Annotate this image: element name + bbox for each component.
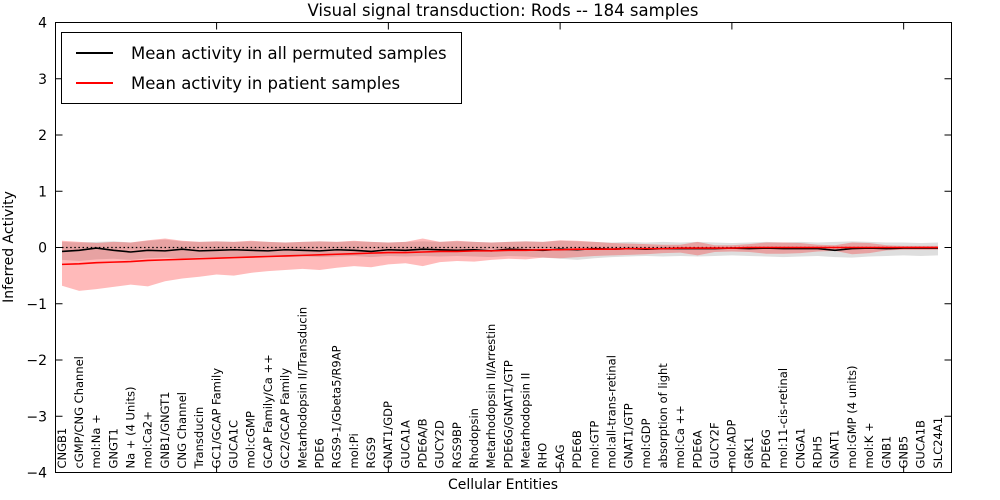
x-tick-label: Transducin bbox=[192, 407, 206, 470]
x-tick-label: mol:all-trans-retinal bbox=[604, 355, 618, 468]
x-tick-label: GNB5 bbox=[896, 436, 910, 469]
x-tick-label: mol:11-cis-retinal bbox=[776, 368, 790, 469]
x-tick-label: PDE6B bbox=[570, 430, 584, 468]
x-tick-label: CNGB1 bbox=[55, 428, 69, 469]
y-tick-label: 0 bbox=[38, 241, 47, 257]
x-tick-label: cGMP/CNG Channel bbox=[72, 356, 86, 468]
legend-entry-patient: Mean activity in patient samples bbox=[76, 69, 447, 97]
x-tick-label: PDE6G bbox=[759, 429, 773, 468]
x-tick-label: RHO bbox=[536, 443, 550, 469]
x-tick-label: mol:GTP bbox=[587, 421, 601, 469]
x-axis-label: Cellular Entities bbox=[447, 477, 559, 493]
x-tick-label: SLC24A1 bbox=[931, 417, 945, 469]
chart-title: Visual signal transduction: Rods -- 184 … bbox=[307, 1, 699, 20]
x-tick-label: mol:GDP bbox=[639, 418, 653, 468]
x-tick-label: PDE6 bbox=[312, 438, 326, 468]
x-tick-label: RGS9 bbox=[364, 437, 378, 469]
legend-label-permuted: Mean activity in all permuted samples bbox=[131, 43, 447, 63]
x-tick-label: PDE6A/B bbox=[416, 418, 430, 468]
x-tick-label: Rhodopsin bbox=[467, 408, 481, 468]
x-tick-label: CNGA1 bbox=[793, 428, 807, 469]
x-tick-label: mol:Pi bbox=[347, 433, 361, 468]
y-axis-label: Inferred Activity bbox=[1, 191, 17, 303]
x-tick-label: mol:GMP (4 units) bbox=[845, 366, 859, 469]
x-tick-label: CNG Channel bbox=[175, 392, 189, 468]
x-tick-label: GUCA1C bbox=[227, 420, 241, 469]
legend-entry-permuted: Mean activity in all permuted samples bbox=[76, 39, 447, 67]
y-tick-label: −3 bbox=[26, 409, 47, 425]
x-tick-label: GUCY2D bbox=[433, 420, 447, 468]
y-tick-label: −2 bbox=[26, 353, 47, 369]
x-tick-label: mol:Ca ++ bbox=[673, 405, 687, 468]
x-tick-label: Metarhodopsin II/Arrestin bbox=[484, 324, 498, 469]
x-tick-label: RGS9-1/Gbeta5/R9AP bbox=[330, 345, 344, 468]
x-tick-label: Metarhodopsin II/Transducin bbox=[295, 307, 309, 469]
y-tick-label: −4 bbox=[26, 466, 47, 482]
x-tick-label: mol:Na + bbox=[89, 414, 103, 468]
x-tick-label: SAG bbox=[553, 444, 567, 468]
x-tick-label: GC2/GCAP Family bbox=[278, 368, 292, 469]
legend-line-black-icon bbox=[76, 52, 113, 54]
x-tick-label: Metarhodopsin II bbox=[519, 373, 533, 469]
y-tick-label: −1 bbox=[26, 297, 47, 313]
x-tick-label: GNGT1 bbox=[106, 428, 120, 468]
patient-band bbox=[62, 238, 938, 291]
x-tick-label: absorption of light bbox=[656, 363, 670, 469]
x-tick-label: GCAP Family/Ca ++ bbox=[261, 354, 275, 468]
y-tick-label: 4 bbox=[38, 16, 47, 32]
y-tick-label: 3 bbox=[38, 72, 47, 88]
x-tick-label: GUCA1A bbox=[398, 420, 412, 469]
x-tick-label: PDE6G/GNAT1/GTP bbox=[501, 360, 515, 468]
x-tick-label: RDH5 bbox=[811, 436, 825, 469]
x-tick-label: GNB1 bbox=[879, 436, 893, 469]
legend-line-red-icon bbox=[76, 82, 113, 84]
x-tick-label: GUCA1B bbox=[914, 420, 928, 469]
x-tick-label: GRK1 bbox=[742, 437, 756, 469]
x-tick-label: GC1/GCAP Family bbox=[209, 368, 223, 469]
y-tick-label: 2 bbox=[38, 128, 47, 144]
legend-label-patient: Mean activity in patient samples bbox=[131, 73, 401, 93]
x-tick-label: mol:cGMP bbox=[244, 411, 258, 468]
x-tick-label: mol:Ca2+ bbox=[141, 411, 155, 468]
legend: Mean activity in all permuted samples Me… bbox=[61, 32, 462, 104]
y-tick-label: 1 bbox=[38, 184, 47, 200]
x-tick-label: GNAT1 bbox=[828, 430, 842, 469]
patient-mean-line bbox=[61, 246, 938, 266]
x-tick-label: GUCY2F bbox=[708, 422, 722, 468]
x-tick-label: Na + (4 Units) bbox=[124, 387, 138, 469]
x-tick-label: GNAT1/GDP bbox=[381, 401, 395, 468]
x-tick-label: GNAT1/GTP bbox=[622, 403, 636, 468]
x-tick-label: PDE6A bbox=[690, 430, 704, 468]
x-tick-label: GNB1/GNGT1 bbox=[158, 392, 172, 469]
x-tick-label: mol:ADP bbox=[725, 419, 739, 468]
x-tick-label: mol:K + bbox=[862, 422, 876, 468]
x-tick-label: RGS9BP bbox=[450, 422, 464, 468]
